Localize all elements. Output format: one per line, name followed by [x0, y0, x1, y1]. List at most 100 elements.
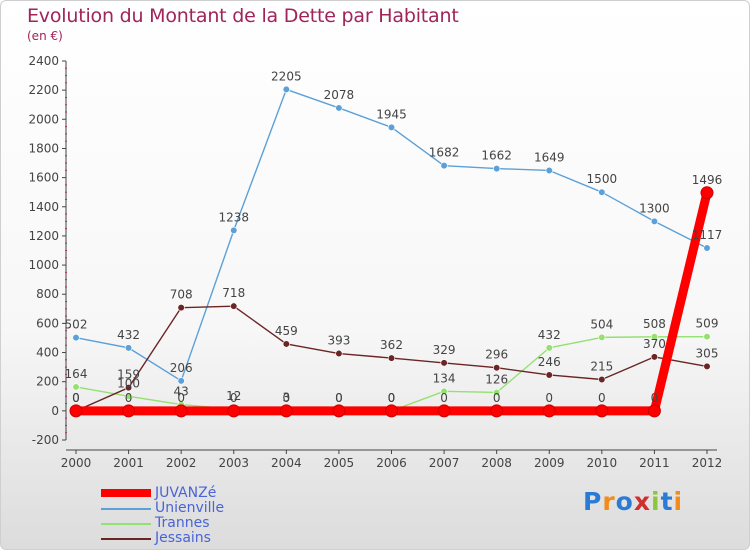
legend-swatch: [101, 508, 151, 510]
logo-letter: o: [615, 487, 634, 516]
data-point-unienville: [650, 217, 659, 225]
x-tick-label: 2001: [113, 456, 144, 470]
y-tick-label: 200: [36, 375, 59, 389]
data-point-trannes: [72, 383, 80, 391]
data-point-unienville: [335, 104, 343, 112]
data-label-unienville: 206: [170, 361, 193, 375]
data-label-trannes: 12: [226, 389, 241, 403]
data-point-trannes: [545, 344, 553, 352]
data-point-juvanz: [700, 186, 714, 200]
data-point-juvanz: [69, 404, 83, 418]
data-point-jessains: [598, 375, 606, 384]
data-label-trannes: 504: [590, 317, 613, 331]
data-label-trannes: 164: [65, 367, 88, 381]
y-tick-label: 1400: [28, 200, 59, 214]
proxiti-logo: Proxiti: [583, 487, 683, 516]
data-label-jessains: 296: [485, 348, 508, 362]
y-tick-label: 1200: [28, 229, 59, 243]
data-label-juvanz: 0: [230, 391, 238, 405]
data-label-unienville: 2205: [271, 69, 302, 83]
data-point-jessains: [440, 359, 448, 367]
x-tick-label: 2008: [481, 456, 512, 470]
data-label-juvanz: 0: [493, 391, 501, 405]
data-label-jessains: 708: [170, 288, 193, 302]
y-tick-label: 600: [36, 316, 59, 330]
data-point-unienville: [177, 377, 185, 385]
data-label-unienville: 1649: [534, 150, 565, 164]
data-label-trannes: 134: [433, 371, 456, 385]
data-point-unienville: [493, 164, 501, 173]
data-point-unienville: [387, 123, 396, 131]
data-label-unienville: 1682: [429, 146, 460, 160]
y-tick-label: 1000: [28, 258, 59, 272]
data-label-trannes: 126: [485, 372, 508, 386]
data-point-juvanz: [332, 404, 346, 418]
data-point-jessains: [335, 349, 343, 358]
data-label-jessains: 718: [222, 286, 245, 300]
data-label-trannes: 0: [388, 391, 396, 405]
data-label-jessains: 305: [696, 346, 719, 360]
legend-swatch: [101, 489, 151, 497]
data-label-trannes: 43: [174, 385, 189, 399]
y-tick-label: 400: [36, 346, 59, 360]
legend-label: Trannes: [155, 515, 210, 531]
logo-letter: r: [602, 487, 616, 516]
data-label-jessains: 159: [117, 368, 140, 382]
data-label-jessains: 246: [538, 355, 561, 369]
data-label-juvanz: 0: [177, 391, 185, 405]
data-label-jessains: 0: [72, 391, 80, 405]
x-tick-label: 2010: [587, 456, 618, 470]
data-label-jessains: 329: [433, 343, 456, 357]
data-point-juvanz: [490, 404, 504, 418]
data-label-unienville: 1238: [218, 210, 249, 224]
data-point-jessains: [493, 364, 501, 372]
data-label-juvanz: 0: [125, 391, 133, 405]
x-tick-label: 2007: [429, 456, 460, 470]
data-point-unienville: [72, 334, 80, 342]
x-tick-label: 2002: [166, 456, 197, 470]
data-label-trannes: 432: [538, 328, 561, 342]
data-point-jessains: [282, 340, 290, 348]
legend-label: Unienville: [155, 500, 225, 516]
data-label-unienville: 2078: [324, 88, 355, 102]
legend-swatch: [101, 523, 151, 525]
data-point-juvanz: [279, 404, 293, 418]
x-tick-label: 2011: [639, 456, 670, 470]
data-point-unienville: [598, 188, 606, 196]
data-point-trannes: [440, 387, 448, 395]
data-point-jessains: [703, 362, 711, 370]
legend-swatch: [101, 538, 151, 540]
data-point-unienville: [230, 226, 238, 234]
legend-label: Jessains: [155, 530, 211, 546]
y-tick-label: 2400: [28, 54, 59, 68]
x-tick-label: 2005: [324, 456, 355, 470]
y-tick-label: 2000: [28, 112, 59, 126]
data-point-juvanz: [542, 404, 556, 418]
data-label-trannes: 0: [335, 391, 343, 405]
data-label-unienville: 502: [65, 318, 88, 332]
data-point-unienville: [545, 166, 553, 175]
chart-subtitle: (en €): [27, 29, 63, 43]
data-point-juvanz: [595, 404, 609, 418]
data-label-juvanz: 0: [651, 391, 659, 405]
series-line-juvanz: [71, 188, 712, 416]
data-label-trannes: 509: [696, 317, 719, 331]
data-point-jessains: [230, 302, 238, 310]
x-tick-label: 2000: [61, 456, 92, 470]
x-tick-label: 2003: [218, 456, 249, 470]
data-label-jessains: 370: [643, 337, 666, 351]
data-point-trannes: [650, 333, 659, 341]
data-point-jessains: [545, 371, 553, 379]
logo-letter: t: [660, 487, 674, 516]
data-point-trannes: [598, 333, 606, 341]
logo-letter: i: [651, 487, 661, 516]
data-label-unienville: 1662: [481, 149, 512, 163]
x-tick-label: 2009: [534, 456, 565, 470]
data-label-juvanz: 0: [598, 391, 606, 405]
data-point-jessains: [177, 304, 185, 312]
logo-letter: i: [673, 487, 684, 516]
y-tick-label: 0: [51, 404, 59, 418]
data-label-jessains: 459: [275, 324, 298, 338]
data-point-juvanz: [174, 404, 188, 418]
